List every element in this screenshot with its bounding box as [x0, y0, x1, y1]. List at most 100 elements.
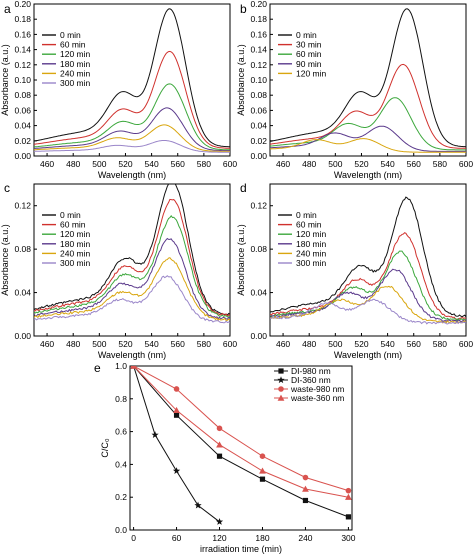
spectrum-30-min — [270, 63, 466, 149]
spectrum-60-min — [34, 50, 230, 149]
point-waste-360-nm — [130, 366, 137, 369]
point-DI-980-nm — [216, 453, 223, 459]
x-tick-label: 600 — [459, 159, 473, 169]
plot-area — [34, 184, 230, 324]
y-tick-label: 0.10 — [250, 75, 267, 85]
point-DI-360-nm — [151, 431, 159, 438]
spectrum-180-min — [34, 237, 230, 320]
point-waste-980-nm — [259, 453, 266, 460]
legend-label: 30 min — [296, 40, 322, 50]
legend-label: 300 min — [296, 258, 327, 268]
y-tick-label: 0.14 — [14, 45, 31, 55]
legend-label: DI-980 nm — [291, 366, 331, 376]
x-tick-label: 600 — [223, 159, 237, 169]
y-tick-label: 0.08 — [250, 244, 267, 254]
panel-c: c — [4, 181, 10, 195]
y-tick-label: 0.16 — [14, 29, 31, 39]
x-tick-label: 500 — [328, 159, 342, 169]
y-axis-label: Absorbance (a.u.) — [0, 44, 10, 116]
legend-label: 120 min — [60, 229, 91, 239]
point-waste-360-nm — [173, 406, 180, 413]
y-tick-label: 0.20 — [250, 0, 267, 9]
spectrum-180-min — [34, 107, 230, 152]
y-tick-label: 0.12 — [14, 201, 31, 211]
chart-d: 460 480 500 520 540 560 580 600 0.00 0.04 0.08 0.12… — [236, 183, 473, 360]
point-DI-360-nm — [172, 467, 181, 475]
point-waste-360-nm — [259, 467, 266, 474]
y-tick-label: 0.04 — [14, 288, 31, 298]
panel-d-letter: d — [240, 181, 247, 195]
legend-label: waste-360 nm — [290, 393, 344, 403]
y-tick-label: 0.2 — [115, 492, 127, 502]
x-tick-label: 580 — [433, 159, 447, 169]
plot-area — [270, 8, 466, 153]
point-waste-980-nm — [302, 474, 309, 481]
x-axis-label: Wavelength (nm) — [98, 170, 166, 180]
plot-area — [130, 366, 352, 525]
legend-label: 60 min — [60, 40, 86, 50]
spectrum-60-min — [34, 198, 230, 317]
x-tick-label: 0 — [131, 533, 136, 543]
y-axis-label: C/C₀ — [100, 438, 110, 457]
y-tick-label: 0.08 — [250, 90, 267, 100]
plot-area — [34, 8, 230, 153]
legend-label: 180 min — [296, 239, 327, 249]
x-tick-label: 540 — [145, 159, 159, 169]
x-tick-label: 460 — [40, 339, 54, 349]
x-axis-label: Wavelength (nm) — [334, 170, 402, 180]
x-tick-label: 500 — [92, 339, 106, 349]
x-tick-label: 520 — [118, 339, 132, 349]
x-tick-label: 120 — [212, 533, 226, 543]
spectrum-120-min — [270, 138, 466, 153]
x-tick-label: 520 — [354, 339, 368, 349]
y-tick-label: 0.8 — [115, 394, 127, 404]
panel-e: e — [94, 361, 101, 375]
spectrum-90-min — [270, 125, 466, 152]
x-tick-label: 480 — [66, 339, 80, 349]
x-tick-label: 540 — [381, 339, 395, 349]
legend-label: 60 min — [296, 220, 322, 230]
point-waste-980-nm — [173, 386, 180, 392]
y-tick-label: 0.04 — [14, 121, 31, 131]
x-tick-label: 240 — [298, 533, 312, 543]
plot-frame — [269, 183, 467, 337]
spectrum-0-min — [34, 184, 230, 316]
point-waste-360-nm — [345, 493, 352, 500]
legend-label: 120 min — [296, 229, 327, 239]
y-tick-label: 0.20 — [14, 0, 31, 9]
plot-area — [270, 196, 466, 325]
legend-label: waste-980 nm — [290, 384, 344, 394]
legend-label: 300 min — [60, 78, 91, 88]
y-tick-label: 0.10 — [14, 75, 31, 85]
x-tick-label: 560 — [407, 159, 421, 169]
x-tick-label: 500 — [92, 159, 106, 169]
y-tick-label: 0.00 — [250, 151, 267, 161]
spectrum-300-min — [34, 275, 230, 324]
x-tick-label: 520 — [354, 159, 368, 169]
x-tick-label: 300 — [341, 533, 355, 543]
x-tick-label: 560 — [171, 339, 185, 349]
plot-frame — [129, 365, 353, 531]
legend-label: 120 min — [296, 68, 327, 78]
legend-marker — [277, 376, 285, 384]
y-tick-label: 0.00 — [14, 331, 31, 341]
x-tick-label: 540 — [145, 339, 159, 349]
spectrum-240-min — [270, 285, 466, 324]
spectrum-120-min — [34, 214, 230, 318]
line-waste-360-nm — [133, 366, 349, 498]
x-axis-label: irradiation time (min) — [200, 544, 282, 554]
y-tick-label: 0.00 — [14, 151, 31, 161]
panel-c-letter: c — [4, 181, 10, 195]
line-DI-980-nm — [133, 366, 349, 518]
legend-label: 60 min — [60, 220, 86, 230]
chart-b: 460 480 500 520 540 560 580 600 0.00 0.02 0.04 0.06… — [236, 0, 473, 180]
y-tick-label: 0.06 — [14, 105, 31, 115]
y-tick-label: 0.08 — [14, 90, 31, 100]
point-waste-980-nm — [216, 425, 223, 432]
point-waste-980-nm — [345, 487, 352, 494]
